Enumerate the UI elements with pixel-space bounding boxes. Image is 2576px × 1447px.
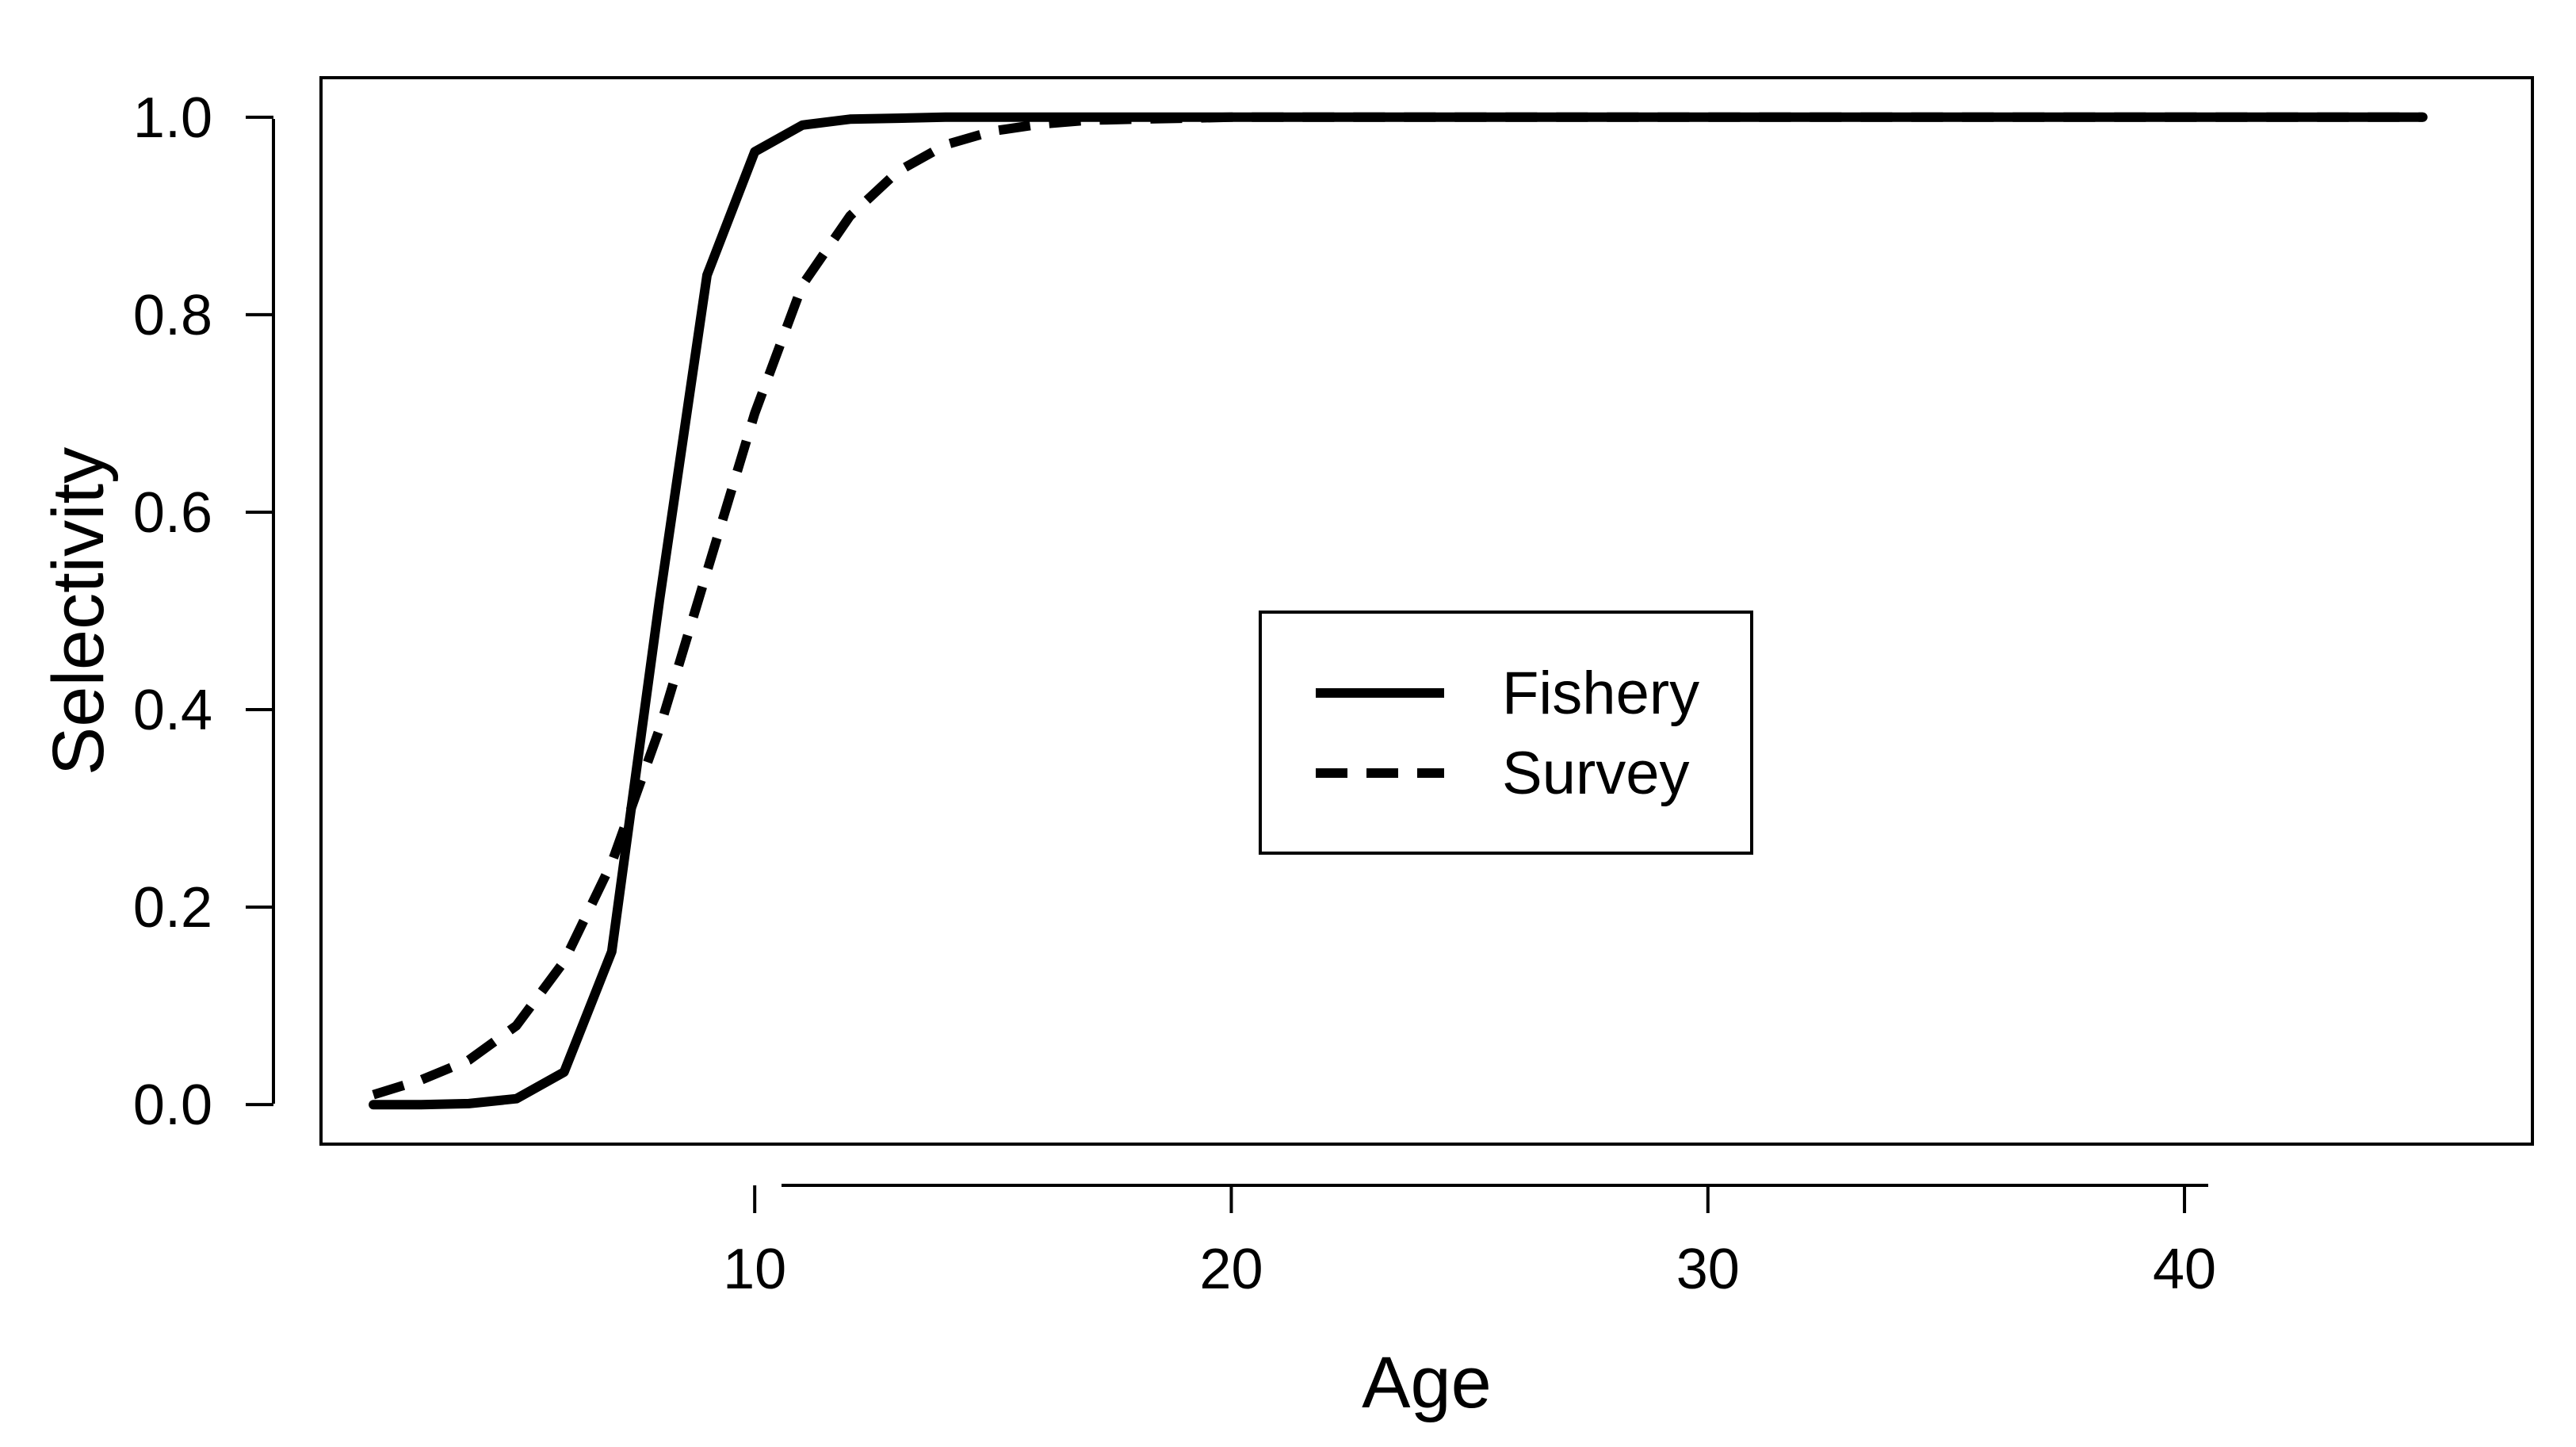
y-tick-label: 1.0 [133,86,212,150]
y-tick-label: 0.8 [133,284,212,347]
x-ticks: 10 20 30 40 [723,1185,2216,1301]
y-tick-label: 0.0 [133,1074,212,1137]
legend-box [1259,611,1753,855]
x-tick-label: 30 [1676,1238,1740,1301]
y-tick-label: 0.2 [133,876,212,940]
legend: Fishery Survey [1259,611,1753,855]
legend-survey-label: Survey [1502,740,1690,807]
x-tick-label: 20 [1199,1238,1263,1301]
y-tick-label: 0.4 [133,679,212,742]
x-axis: 10 20 30 40 [723,1184,2216,1301]
y-ticks: 0.0 0.2 0.4 0.6 0.8 1.0 [133,86,273,1137]
plot-frame [319,76,2534,1146]
series-layer [369,112,2428,1110]
x-tick-label: 40 [2153,1238,2216,1301]
series-line-survey [372,112,2423,1100]
x-axis-title: Age [1362,1342,1492,1423]
legend-fishery-label: Fishery [1502,660,1699,727]
y-axis: 0.0 0.2 0.4 0.6 0.8 1.0 [133,86,275,1137]
x-tick-label: 10 [723,1238,786,1301]
y-tick-label: 0.6 [133,481,212,545]
y-axis-title: Selectivity [38,447,119,775]
